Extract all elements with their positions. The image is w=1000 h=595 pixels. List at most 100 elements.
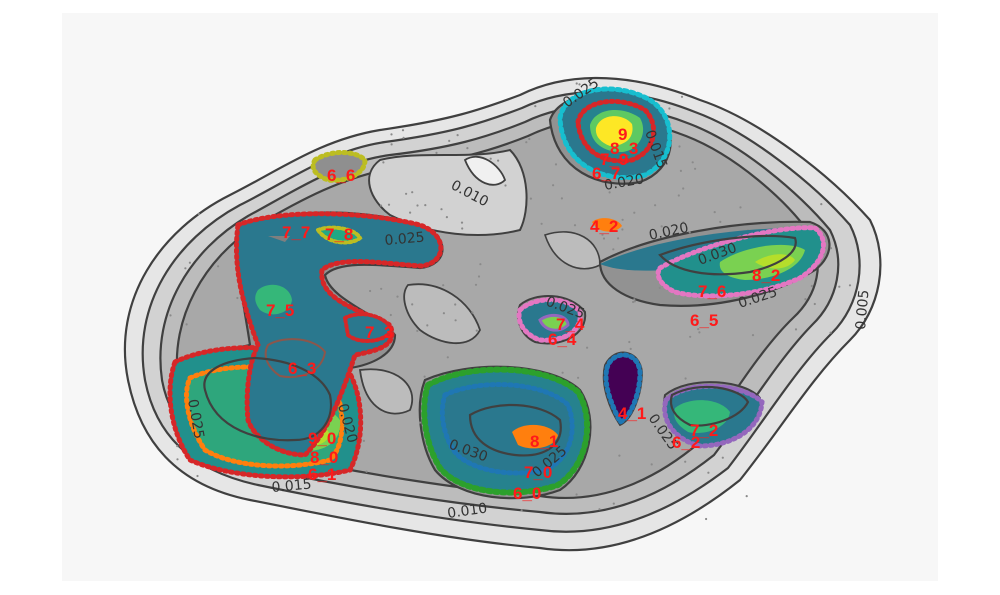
cluster-region-7_7 bbox=[233, 211, 444, 458]
cluster-label: 7_4 bbox=[556, 315, 585, 334]
scatter-point bbox=[633, 211, 636, 214]
scatter-point bbox=[442, 312, 445, 315]
contour-label: 0.005 bbox=[853, 289, 872, 330]
cluster-label: 7_9 bbox=[600, 150, 628, 169]
contour-label: 0.015 bbox=[271, 477, 312, 496]
scatter-point bbox=[682, 187, 685, 190]
scatter-point bbox=[411, 303, 414, 306]
scatter-point bbox=[705, 517, 708, 521]
scatter-point bbox=[362, 439, 365, 442]
scatter-point bbox=[369, 289, 372, 293]
scatter-point bbox=[617, 237, 620, 240]
scatter-point bbox=[461, 227, 464, 230]
cluster-label: 4_2 bbox=[590, 217, 618, 236]
scatter-point bbox=[418, 421, 422, 424]
scatter-point bbox=[176, 445, 179, 448]
scatter-point bbox=[848, 284, 852, 287]
scatter-point bbox=[379, 204, 383, 207]
scatter-point bbox=[169, 314, 172, 317]
scatter-point bbox=[520, 509, 523, 512]
scatter-point bbox=[196, 474, 199, 478]
scatter-point bbox=[751, 334, 755, 337]
scatter-point bbox=[479, 263, 482, 266]
scatter-point bbox=[663, 233, 666, 236]
cluster-label: 6_0 bbox=[513, 484, 541, 503]
cluster-region-4_2 bbox=[592, 218, 622, 232]
scatter-point bbox=[454, 319, 457, 322]
cluster-region-9 bbox=[595, 116, 633, 146]
scatter-point bbox=[689, 335, 692, 338]
scatter-point bbox=[529, 197, 533, 200]
scatter-point bbox=[612, 502, 615, 505]
scatter-point bbox=[577, 376, 580, 379]
cluster-label: 7_5 bbox=[266, 301, 294, 320]
cluster-region-7_4 bbox=[538, 313, 570, 332]
scatter-point bbox=[602, 237, 606, 240]
scatter-point bbox=[575, 493, 578, 496]
cluster-label: 8_3 bbox=[610, 139, 638, 158]
scatter-point bbox=[448, 139, 451, 142]
scatter-point bbox=[684, 377, 687, 380]
scatter-point bbox=[650, 463, 653, 466]
scatter-point bbox=[405, 192, 408, 195]
scatter-point bbox=[578, 83, 581, 86]
scatter-point bbox=[552, 184, 555, 187]
scatter-point bbox=[721, 456, 724, 459]
scatter-point bbox=[621, 228, 624, 231]
scatter-point bbox=[691, 161, 694, 164]
scatter-point bbox=[698, 331, 701, 334]
scatter-point bbox=[575, 82, 578, 85]
scatter-point bbox=[601, 233, 604, 236]
density-holes bbox=[358, 148, 601, 415]
contour-label: 0.025 bbox=[384, 230, 425, 249]
cluster-region-6_3 bbox=[264, 338, 327, 378]
cluster-label: 8_0 bbox=[310, 448, 338, 467]
contour-label: 0.020 bbox=[603, 171, 645, 194]
cluster-label: 6_3 bbox=[288, 359, 316, 378]
scatter-point bbox=[682, 221, 685, 224]
cluster-region-7_5 bbox=[255, 284, 292, 315]
scatter-point bbox=[416, 204, 419, 207]
scatter-point bbox=[534, 105, 537, 108]
scatter-point bbox=[829, 247, 833, 250]
scatter-point bbox=[396, 295, 399, 298]
scatter-point bbox=[466, 147, 469, 150]
scatter-point bbox=[185, 323, 188, 326]
scatter-point bbox=[633, 298, 636, 301]
scatter-point bbox=[176, 458, 179, 461]
scatter-point bbox=[829, 331, 832, 334]
cluster-label: 7_0 bbox=[524, 463, 552, 482]
scatter-point bbox=[573, 224, 577, 227]
cluster-label: 7_2 bbox=[690, 421, 718, 440]
cluster-label: 6_7 bbox=[592, 164, 620, 183]
cluster-region-7_0 bbox=[439, 382, 575, 476]
scatter-point bbox=[694, 167, 697, 170]
scatter-point bbox=[678, 145, 681, 148]
cluster-label: 7_6 bbox=[698, 282, 726, 301]
scatter-point bbox=[460, 221, 464, 224]
scatter-point bbox=[471, 311, 474, 314]
scatter-point bbox=[612, 248, 615, 251]
scatter-point bbox=[794, 328, 798, 331]
scatter-point bbox=[679, 169, 683, 172]
cluster-region-6_6 bbox=[310, 150, 368, 183]
cluster-label: 6_4 bbox=[548, 330, 577, 349]
scatter-point bbox=[188, 261, 191, 264]
scatter-point bbox=[633, 300, 636, 303]
cluster-label: 6_6 bbox=[327, 166, 355, 185]
scatter-point bbox=[621, 218, 624, 221]
scatter-point bbox=[668, 107, 671, 110]
cluster-label: 9 bbox=[618, 125, 627, 144]
scatter-point bbox=[217, 265, 220, 268]
scatter-point bbox=[586, 346, 589, 349]
cluster-label: 6_1 bbox=[308, 465, 336, 484]
scatter-point bbox=[456, 134, 459, 137]
scatter-point bbox=[401, 129, 405, 132]
cluster-region-4_1 bbox=[603, 352, 643, 426]
scatter-point bbox=[561, 371, 564, 374]
scatter-point bbox=[628, 340, 631, 344]
scatter-point bbox=[804, 298, 807, 301]
scatter-point bbox=[684, 460, 687, 463]
scatter-point bbox=[707, 471, 710, 474]
